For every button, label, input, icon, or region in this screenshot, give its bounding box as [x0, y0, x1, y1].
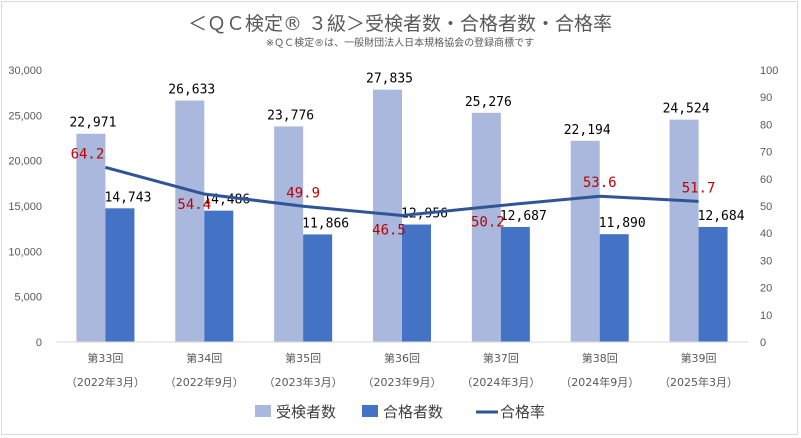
y-right-tick-label: 90	[760, 92, 772, 104]
data-label-goukakuritsu: 51.7	[682, 180, 716, 196]
y-right-tick-label: 50	[760, 201, 772, 213]
chart-title: ＜ＱＣ検定® ３級＞受検者数・合格者数・合格率	[188, 13, 612, 35]
y-right-tick-label: 20	[760, 283, 772, 295]
category-label: 第35回	[285, 351, 321, 365]
data-label-goukakuritsu: 53.6	[583, 175, 617, 191]
y-right-tick-label: 0	[760, 337, 766, 349]
bar-juken	[669, 119, 699, 342]
data-label-goukakuritsu: 54.4	[177, 197, 211, 213]
category-label: 第37回	[483, 351, 519, 365]
bar-goukaku	[698, 226, 728, 342]
bar-juken	[76, 133, 106, 342]
category-sublabel: （2022年9月）	[165, 375, 244, 389]
data-label-goukakuritsu: 50.2	[471, 214, 505, 230]
category-sublabel: （2025年3月）	[659, 375, 738, 389]
data-label-goukaku: 11,866	[302, 216, 349, 231]
y-right-tick-label: 100	[760, 65, 778, 77]
y-right-tick-label: 40	[760, 228, 772, 240]
y-left-tick-label: 30,000	[8, 65, 42, 77]
y-left-tick-label: 0	[36, 337, 42, 349]
category-label: 第33回	[87, 351, 123, 365]
y-right-tick-label: 60	[760, 174, 772, 186]
y-left-tick-label: 25,000	[8, 110, 42, 122]
legend-label-juken: 受検者数	[276, 403, 336, 421]
y-right-tick-label: 10	[760, 310, 772, 322]
legend-label-goukaku: 合格者数	[383, 403, 443, 421]
y-right-tick-label: 80	[760, 119, 772, 131]
legend-swatch-goukaku	[362, 405, 378, 417]
y-right-tick-label: 70	[760, 147, 772, 159]
data-label-goukaku: 11,890	[599, 216, 646, 231]
legend-swatch-juken	[255, 405, 271, 417]
y-left-tick-label: 20,000	[8, 156, 42, 168]
data-label-juken: 22,971	[69, 116, 116, 131]
bar-goukaku	[599, 234, 629, 342]
bar-goukaku	[204, 210, 234, 342]
data-label-juken: 26,633	[168, 83, 215, 98]
line-goukakuritsu	[105, 165, 699, 218]
category-sublabel: （2022年3月）	[66, 375, 145, 389]
bar-juken	[570, 140, 600, 342]
data-label-juken: 25,276	[465, 95, 512, 110]
bar-goukaku	[303, 234, 333, 342]
data-label-goukakuritsu: 46.5	[372, 223, 406, 239]
y-left-tick-label: 5,000	[14, 292, 42, 304]
category-label: 第36回	[384, 351, 420, 365]
bar-goukaku	[500, 226, 530, 342]
data-label-goukakuritsu: 64.2	[71, 146, 105, 162]
category-sublabel: （2024年9月）	[560, 375, 639, 389]
bar-juken	[471, 112, 501, 342]
data-label-juken: 24,524	[663, 102, 710, 117]
data-label-goukakuritsu: 49.9	[286, 185, 320, 201]
category-sublabel: （2023年3月）	[264, 375, 343, 389]
y-right-tick-label: 30	[760, 255, 772, 267]
data-label-juken: 23,776	[267, 108, 314, 123]
bar-goukaku	[402, 224, 431, 342]
data-label-juken: 27,835	[366, 72, 413, 87]
category-sublabel: （2024年3月）	[461, 375, 540, 389]
y-left-tick-label: 15,000	[8, 201, 42, 213]
data-label-goukaku: 14,743	[104, 190, 151, 205]
bar-goukaku	[105, 208, 135, 342]
data-label-goukaku: 12,687	[500, 209, 547, 224]
y-left-tick-label: 10,000	[8, 246, 42, 258]
category-label: 第34回	[186, 351, 222, 365]
bar-juken	[175, 100, 205, 342]
category-sublabel: （2023年9月）	[363, 375, 442, 389]
legend-label-goukakuritsu: 合格率	[500, 403, 545, 421]
category-label: 第38回	[582, 351, 618, 365]
data-label-goukaku: 12,684	[698, 209, 745, 224]
data-label-juken: 22,194	[564, 123, 611, 138]
chart-subtitle: ※ＱＣ検定®は、一般財団法人日本規格協会の登録商標です	[266, 36, 534, 49]
category-label: 第39回	[681, 351, 717, 365]
bar-juken	[274, 126, 304, 342]
